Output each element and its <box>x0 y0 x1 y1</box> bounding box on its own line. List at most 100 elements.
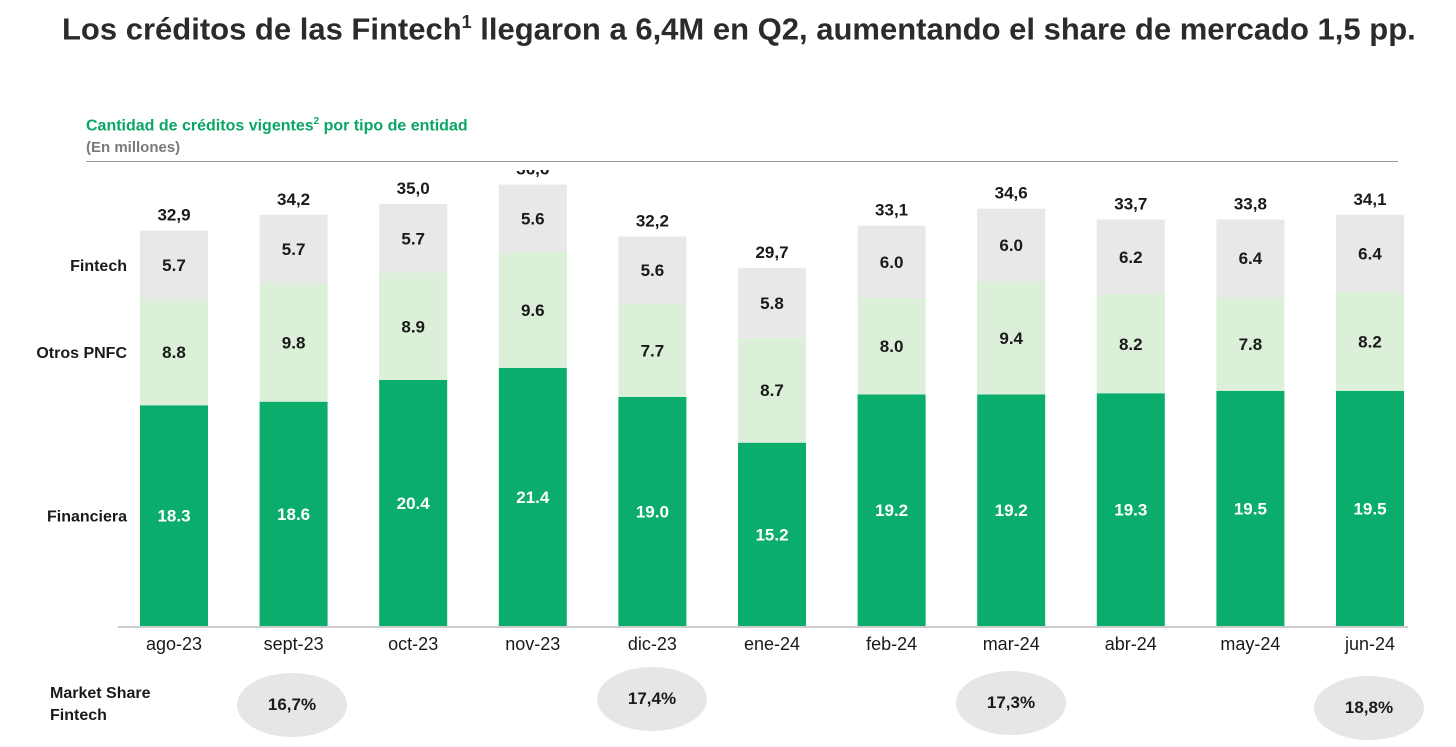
bar-segment <box>1216 296 1285 391</box>
market-share-label-line1: Market Share <box>50 685 151 702</box>
series-label: Financiera <box>47 509 127 526</box>
x-tick-label: may-24 <box>1220 634 1280 654</box>
bar-segment <box>379 203 448 273</box>
market-share-pill: 17,3% <box>956 671 1066 735</box>
x-tick-label: jun-24 <box>1344 634 1395 654</box>
x-tick-label: oct-23 <box>388 634 438 654</box>
data-label: 8.9 <box>401 317 425 336</box>
title-text: Los créditos de las Fintech <box>62 11 462 47</box>
bar-segment <box>618 236 687 304</box>
data-label: 8.8 <box>162 343 186 362</box>
data-label: 5.6 <box>521 209 545 228</box>
data-label: 8.7 <box>760 381 784 400</box>
data-label: 7.8 <box>1239 335 1263 354</box>
bar-segment <box>379 379 448 626</box>
data-label: 5.7 <box>282 240 306 259</box>
divider <box>86 161 1398 162</box>
bar-segment <box>259 283 328 402</box>
data-label: 8.0 <box>880 337 904 356</box>
data-label: 6.4 <box>1239 249 1263 268</box>
total-label: 32,2 <box>636 211 669 230</box>
subtitle-text: Cantidad de créditos vigentes <box>86 117 314 135</box>
data-label: 6.2 <box>1119 248 1143 267</box>
bar-segment <box>977 281 1046 395</box>
bar-segment <box>1096 294 1165 394</box>
bar-segment <box>379 272 448 380</box>
title-footnote: 1 <box>461 12 472 32</box>
subtitle-footnote: 2 <box>313 116 320 127</box>
data-label: 6.4 <box>1358 244 1382 263</box>
x-tick-label: feb-24 <box>866 634 917 654</box>
data-label: 5.7 <box>162 256 186 275</box>
bar-segment <box>857 297 926 395</box>
x-tick-label: sept-23 <box>264 634 324 654</box>
bar-segment <box>140 230 208 300</box>
data-label: 6.0 <box>999 236 1023 255</box>
data-label: 21.4 <box>516 488 550 507</box>
bar-segment <box>857 394 926 626</box>
series-label: Fintech <box>70 258 127 275</box>
chart-units: (En millones) <box>86 139 181 156</box>
x-tick-label: ago-23 <box>146 634 202 654</box>
total-label: 33,8 <box>1234 195 1267 214</box>
bar-segment <box>1216 219 1285 297</box>
market-share-pill: 18,8% <box>1314 676 1424 740</box>
data-label: 5.6 <box>641 261 665 280</box>
bar-segment <box>259 401 328 626</box>
market-share-label: Market Share Fintech <box>50 683 151 727</box>
bar-segment <box>259 214 328 284</box>
x-tick-label: abr-24 <box>1105 634 1157 654</box>
x-tick-label: dic-23 <box>628 634 677 654</box>
bar-segment <box>1096 219 1165 295</box>
x-tick-label: mar-24 <box>983 634 1040 654</box>
total-label: 36,6 <box>516 170 549 179</box>
chart-title: Los créditos de las Fintech1 llegaron a … <box>62 2 1432 49</box>
bar-segment <box>1336 390 1404 626</box>
data-label: 7.7 <box>641 341 665 360</box>
data-label: 18.6 <box>277 505 310 524</box>
data-label: 18.3 <box>157 507 190 526</box>
data-label: 6.0 <box>880 253 904 272</box>
bar-segment <box>977 208 1046 282</box>
data-label: 9.6 <box>521 301 545 320</box>
data-label: 20.4 <box>397 494 431 513</box>
bar-segment <box>1336 214 1404 292</box>
data-label: 19.2 <box>875 501 908 520</box>
bar-segment <box>738 337 806 443</box>
bar-segment <box>618 396 687 626</box>
bar-segment <box>1216 390 1285 626</box>
bar-segment <box>498 252 567 368</box>
bar-segment <box>618 303 687 397</box>
x-tick-label: ene-24 <box>744 634 800 654</box>
data-label: 19.5 <box>1353 499 1386 518</box>
stacked-bar-chart: 18.3 8.8 5.7 32,9 ago-23 18.6 9.8 5.7 34,2 sept-2… <box>36 170 1408 654</box>
title-text-rest: llegaron a 6,4M en Q2, aumentando el sha… <box>471 11 1416 47</box>
data-label: 19.5 <box>1234 499 1267 518</box>
data-label: 9.8 <box>282 334 306 353</box>
bar-segment <box>1096 393 1165 626</box>
market-share-label-line2: Fintech <box>50 707 107 724</box>
total-label: 29,7 <box>755 243 788 262</box>
total-label: 35,0 <box>397 179 430 198</box>
bar-segment <box>498 367 567 626</box>
data-label: 15.2 <box>755 525 788 544</box>
data-label: 5.8 <box>760 294 784 313</box>
data-label: 5.7 <box>401 229 425 248</box>
data-label: 9.4 <box>999 329 1023 348</box>
market-share-pill: 16,7% <box>237 673 347 737</box>
bar-segment <box>977 394 1046 626</box>
data-label: 8.2 <box>1119 335 1143 354</box>
bar-segment <box>140 299 208 406</box>
chart-subtitle: Cantidad de créditos vigentes2 por tipo … <box>86 116 468 135</box>
total-label: 34,2 <box>277 190 310 209</box>
subtitle-text-rest: por tipo de entidad <box>319 117 468 135</box>
data-label: 19.3 <box>1114 501 1147 520</box>
total-label: 34,1 <box>1353 190 1386 209</box>
bar-segment <box>140 405 208 626</box>
total-label: 32,9 <box>157 205 190 224</box>
series-label: Otros PNFC <box>36 345 127 362</box>
bar-segment <box>498 184 567 253</box>
bar-segment <box>1336 291 1404 391</box>
market-share-pill: 17,4% <box>597 667 707 731</box>
total-label: 33,1 <box>875 201 908 220</box>
